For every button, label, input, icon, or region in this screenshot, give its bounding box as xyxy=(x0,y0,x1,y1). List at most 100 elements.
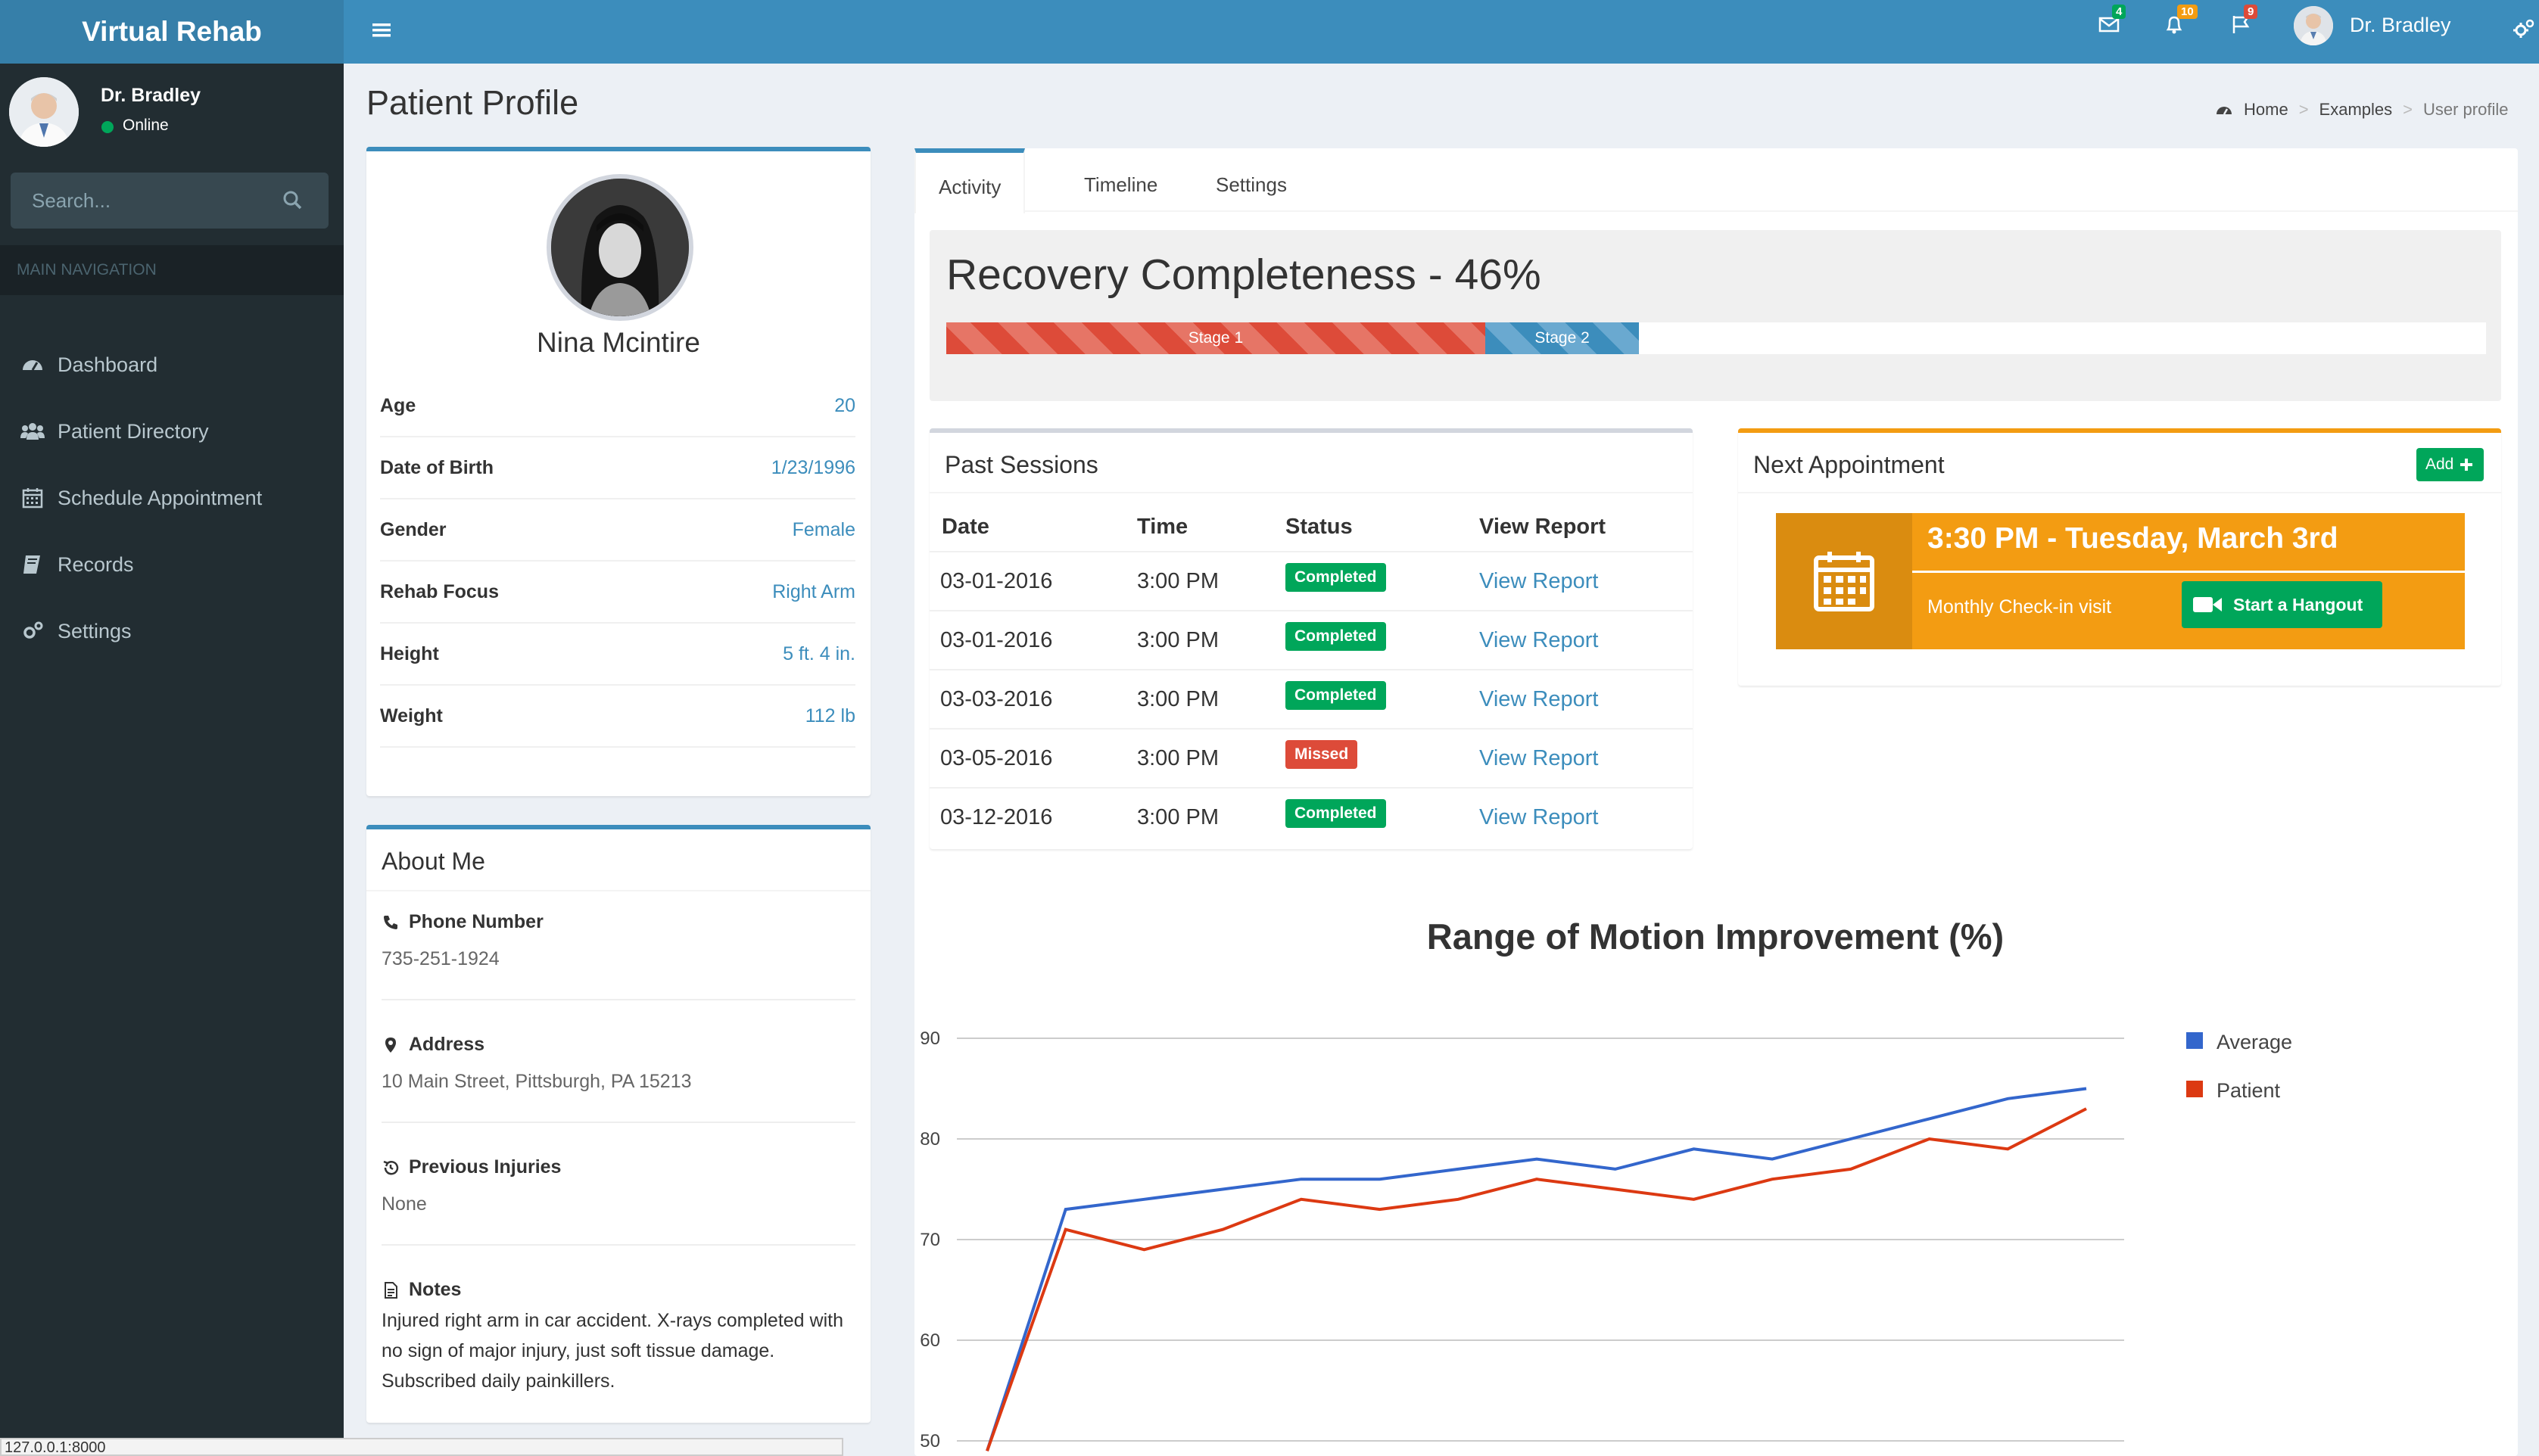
sidebar-item-settings[interactable]: Settings xyxy=(0,598,344,664)
online-status-icon xyxy=(101,121,114,133)
start-hangout-button[interactable]: Start a Hangout xyxy=(2182,581,2383,628)
top-navbar: 4 10 9 Dr. Bradley xyxy=(344,0,2539,64)
browser-status-bar: 127.0.0.1:8000 xyxy=(0,1438,843,1456)
breadcrumb: Home > Examples > User profile xyxy=(2215,100,2508,120)
session-time: 3:00 PM xyxy=(1137,746,1219,770)
legend-label[interactable]: Patient xyxy=(2217,1079,2281,1102)
phone-section: Phone Number 735-251-1924 xyxy=(382,911,855,974)
tab-timeline[interactable]: Timeline xyxy=(1084,173,1158,196)
flag-icon xyxy=(2232,16,2250,33)
profile-value[interactable]: 112 lb xyxy=(805,705,855,726)
profile-label: Gender xyxy=(380,518,447,540)
address-section: Address 10 Main Street, Pittsburgh, PA 1… xyxy=(382,1034,855,1097)
sidebar-item-label: Patient Directory xyxy=(58,419,209,443)
y-tick-label: 60 xyxy=(920,1330,940,1351)
view-report-link[interactable]: View Report xyxy=(1479,569,1599,593)
add-label: Add xyxy=(2425,456,2454,473)
appointment-title: Next Appointment xyxy=(1753,451,1945,478)
session-time: 3:00 PM xyxy=(1137,805,1219,829)
phone-label: Phone Number xyxy=(409,911,544,932)
sidebar-item-schedule-appointment[interactable]: Schedule Appointment xyxy=(0,465,344,531)
app-logo[interactable]: Virtual Rehab xyxy=(0,0,344,64)
view-report-link[interactable]: View Report xyxy=(1479,746,1599,770)
session-time: 3:00 PM xyxy=(1137,628,1219,652)
view-report-link[interactable]: View Report xyxy=(1479,628,1599,652)
table-row: 03-03-2016 3:00 PM Completed View Report xyxy=(930,669,1693,728)
sidebar-item-patient-directory[interactable]: Patient Directory xyxy=(0,398,344,465)
notes-section: Notes Injured right arm in car accident.… xyxy=(382,1279,855,1396)
flags-button[interactable]: 9 xyxy=(2226,5,2258,39)
legend-swatch xyxy=(2186,1032,2203,1049)
view-report-link[interactable]: View Report xyxy=(1479,687,1599,711)
messages-button[interactable]: 4 xyxy=(2094,5,2126,39)
sidebar-header: MAIN NAVIGATION xyxy=(0,245,344,295)
breadcrumb-examples[interactable]: Examples xyxy=(2319,100,2393,119)
profile-label: Date of Birth xyxy=(380,456,494,478)
view-report-link[interactable]: View Report xyxy=(1479,805,1599,829)
file-text-icon xyxy=(385,1281,397,1299)
patient-name: Nina Mcintire xyxy=(537,327,700,358)
session-date: 03-12-2016 xyxy=(940,805,1053,829)
calendar-icon xyxy=(1776,513,1912,649)
session-date: 03-01-2016 xyxy=(940,628,1053,652)
sidebar-item-label: Schedule Appointment xyxy=(58,486,263,509)
notifications-button[interactable]: 10 xyxy=(2159,5,2198,39)
divider xyxy=(366,890,871,891)
chart-title: Range of Motion Improvement (%) xyxy=(1426,916,2005,957)
video-camera-icon xyxy=(2193,597,2222,612)
profile-value[interactable]: 1/23/1996 xyxy=(771,456,855,478)
status-badge: Completed xyxy=(1285,799,1386,828)
messages-badge: 4 xyxy=(2112,5,2126,19)
sidebar-user-name: Dr. Bradley xyxy=(101,85,201,106)
calendar-icon xyxy=(20,485,45,511)
profile-value[interactable]: 20 xyxy=(834,394,855,416)
hangout-label: Start a Hangout xyxy=(2233,594,2363,614)
sessions-title: Past Sessions xyxy=(945,451,1098,478)
sidebar-toggle-icon[interactable] xyxy=(366,15,397,45)
column-header: Status xyxy=(1285,515,1353,539)
bell-icon xyxy=(2166,16,2182,34)
dashboard-icon xyxy=(2217,107,2232,115)
sidebar-item-records[interactable]: Records xyxy=(0,531,344,598)
breadcrumb-separator: > xyxy=(2403,100,2413,119)
book-icon xyxy=(20,552,45,577)
notes-value: Injured right arm in car accident. X-ray… xyxy=(382,1310,843,1392)
sidebar-item-dashboard[interactable]: Dashboard xyxy=(0,331,344,398)
profile-label: Height xyxy=(380,642,439,664)
profile-value[interactable]: Female xyxy=(792,518,855,540)
user-menu[interactable]: Dr. Bradley xyxy=(2350,14,2451,36)
envelope-icon xyxy=(2098,17,2120,33)
breadcrumb-home[interactable]: Home xyxy=(2244,100,2288,119)
history-icon xyxy=(383,1160,399,1174)
y-tick-label: 80 xyxy=(920,1129,940,1150)
table-row: 03-12-2016 3:00 PM Completed View Report xyxy=(930,787,1693,846)
legend-label[interactable]: Average xyxy=(2217,1031,2292,1053)
tab-activity[interactable]: Activity xyxy=(914,148,1026,213)
tab-settings[interactable]: Settings xyxy=(1216,173,1287,196)
y-tick-label: 90 xyxy=(920,1028,940,1049)
divider xyxy=(930,492,1693,493)
user-avatar[interactable] xyxy=(2294,6,2333,45)
profile-card: Nina Mcintire Age 20 Date of Birth 1/23/19… xyxy=(366,147,871,796)
dashboard-icon xyxy=(20,352,45,378)
y-tick-label: 50 xyxy=(920,1431,940,1451)
sidebar-search-input[interactable]: Search... xyxy=(11,173,329,229)
sidebar-item-label: Records xyxy=(58,552,134,576)
table-row: 03-05-2016 3:00 PM Missed View Report xyxy=(930,728,1693,787)
session-time: 3:00 PM xyxy=(1137,687,1219,711)
profile-value[interactable]: Right Arm xyxy=(772,580,855,602)
phone-icon xyxy=(384,915,397,929)
status-badge: Completed xyxy=(1285,563,1386,592)
profile-value[interactable]: 5 ft. 4 in. xyxy=(783,642,855,664)
profile-row-gender: Gender Female xyxy=(380,499,855,562)
add-appointment-button[interactable]: Add xyxy=(2416,448,2484,481)
map-marker-icon xyxy=(385,1037,396,1053)
profile-label: Rehab Focus xyxy=(380,580,499,602)
search-icon[interactable] xyxy=(280,188,306,213)
profile-row-age: Age 20 xyxy=(380,375,855,437)
next-appointment-card: Next Appointment Add 3:30 PM - Tuesday, … xyxy=(1738,428,2501,686)
appointment-progress-line xyxy=(1912,571,2465,573)
control-sidebar-gears-icon[interactable] xyxy=(2509,14,2539,44)
recovery-panel: Recovery Completeness - 46% Stage 1 Stag… xyxy=(930,230,2501,401)
breadcrumb-separator: > xyxy=(2298,100,2309,119)
